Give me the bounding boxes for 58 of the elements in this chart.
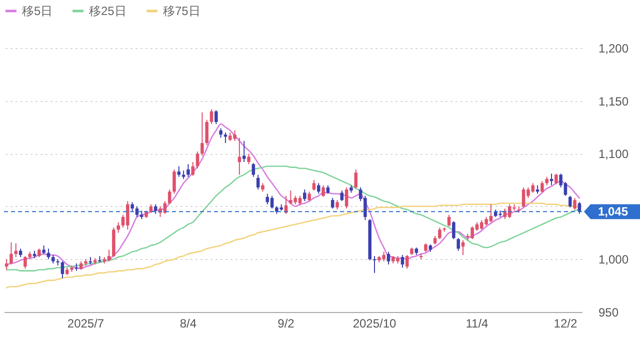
candlestick	[256, 174, 260, 190]
x-tick-label: 2025/7	[67, 316, 104, 330]
x-tick-label: 9/2	[278, 316, 295, 330]
candlestick	[554, 173, 558, 185]
candlestick	[330, 197, 334, 210]
candlestick	[308, 191, 311, 202]
candlestick	[196, 150, 200, 169]
candlestick	[438, 227, 442, 240]
candlestick	[400, 254, 404, 268]
candlestick	[540, 180, 544, 194]
candlestick	[60, 260, 64, 279]
candlestick	[214, 110, 218, 125]
candlestick	[344, 186, 348, 210]
candlestick	[14, 242, 18, 258]
candlestick	[130, 202, 134, 212]
candlestick	[354, 168, 358, 189]
candlestick	[573, 197, 576, 210]
candlestick	[447, 214, 451, 227]
candlestick	[186, 164, 190, 178]
candlestick	[191, 162, 194, 176]
candlestick	[452, 220, 456, 240]
candlestick	[270, 195, 274, 210]
candlestick	[340, 190, 344, 202]
y-tick-label: 950	[598, 306, 619, 320]
candlestick	[456, 238, 460, 252]
y-tick-label: 1,200	[598, 42, 629, 56]
candlestick	[568, 195, 572, 208]
candlestick	[303, 189, 306, 202]
candlestick	[205, 119, 208, 146]
y-tick-label: 1,100	[598, 147, 629, 162]
candlestick	[242, 140, 246, 163]
candlestick	[219, 128, 222, 138]
y-tick-label: 1,150	[598, 94, 629, 108]
candlestick	[200, 112, 204, 156]
candlestick	[116, 222, 120, 234]
candlestick	[372, 256, 376, 274]
legend-label: 移25日	[89, 4, 126, 18]
legend-label: 移75日	[163, 4, 200, 18]
candlestick	[168, 189, 172, 205]
ref-line-label: 1,045	[598, 204, 628, 219]
candlestick	[312, 180, 316, 192]
candlestick	[10, 242, 13, 265]
x-tick-label: 2025/10	[352, 316, 397, 330]
y-tick-label: 1,000	[598, 252, 629, 267]
line-series	[6, 123, 580, 270]
x-tick-label: 11/4	[466, 316, 489, 330]
candlestick	[322, 184, 325, 198]
candlestick	[24, 256, 27, 270]
candlestick	[210, 108, 214, 125]
candlestick	[172, 168, 176, 194]
candlestick	[386, 251, 390, 265]
candlestick	[247, 153, 250, 165]
candlestick	[405, 254, 409, 270]
x-tick-label: 8/4	[180, 316, 197, 330]
candlestick	[252, 162, 256, 178]
x-tick-label: 12/2	[554, 316, 578, 330]
candlestick	[336, 200, 339, 210]
legend-label: 移5日	[22, 4, 53, 18]
